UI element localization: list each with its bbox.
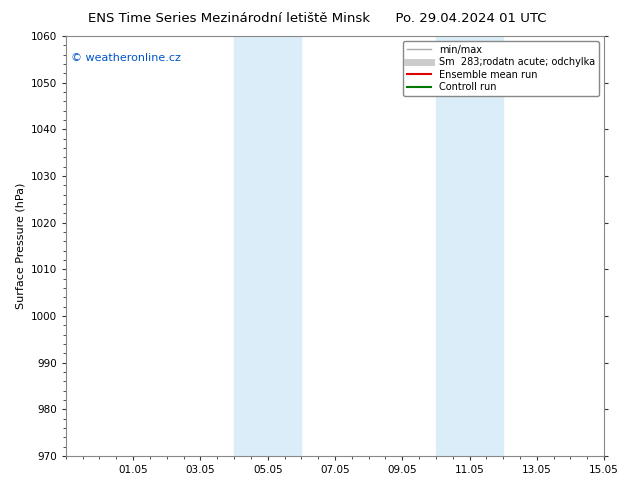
Bar [436,36,503,456]
Legend: min/max, Sm  283;rodatn acute; odchylka, Ensemble mean run, Controll run: min/max, Sm 283;rodatn acute; odchylka, … [403,41,599,96]
Y-axis label: Surface Pressure (hPa): Surface Pressure (hPa) [15,183,25,309]
Text: ENS Time Series Mezinárodní letiště Minsk      Po. 29.04.2024 01 UTC: ENS Time Series Mezinárodní letiště Mins… [87,12,547,25]
Text: © weatheronline.cz: © weatheronline.cz [71,53,181,63]
Bar [234,36,301,456]
